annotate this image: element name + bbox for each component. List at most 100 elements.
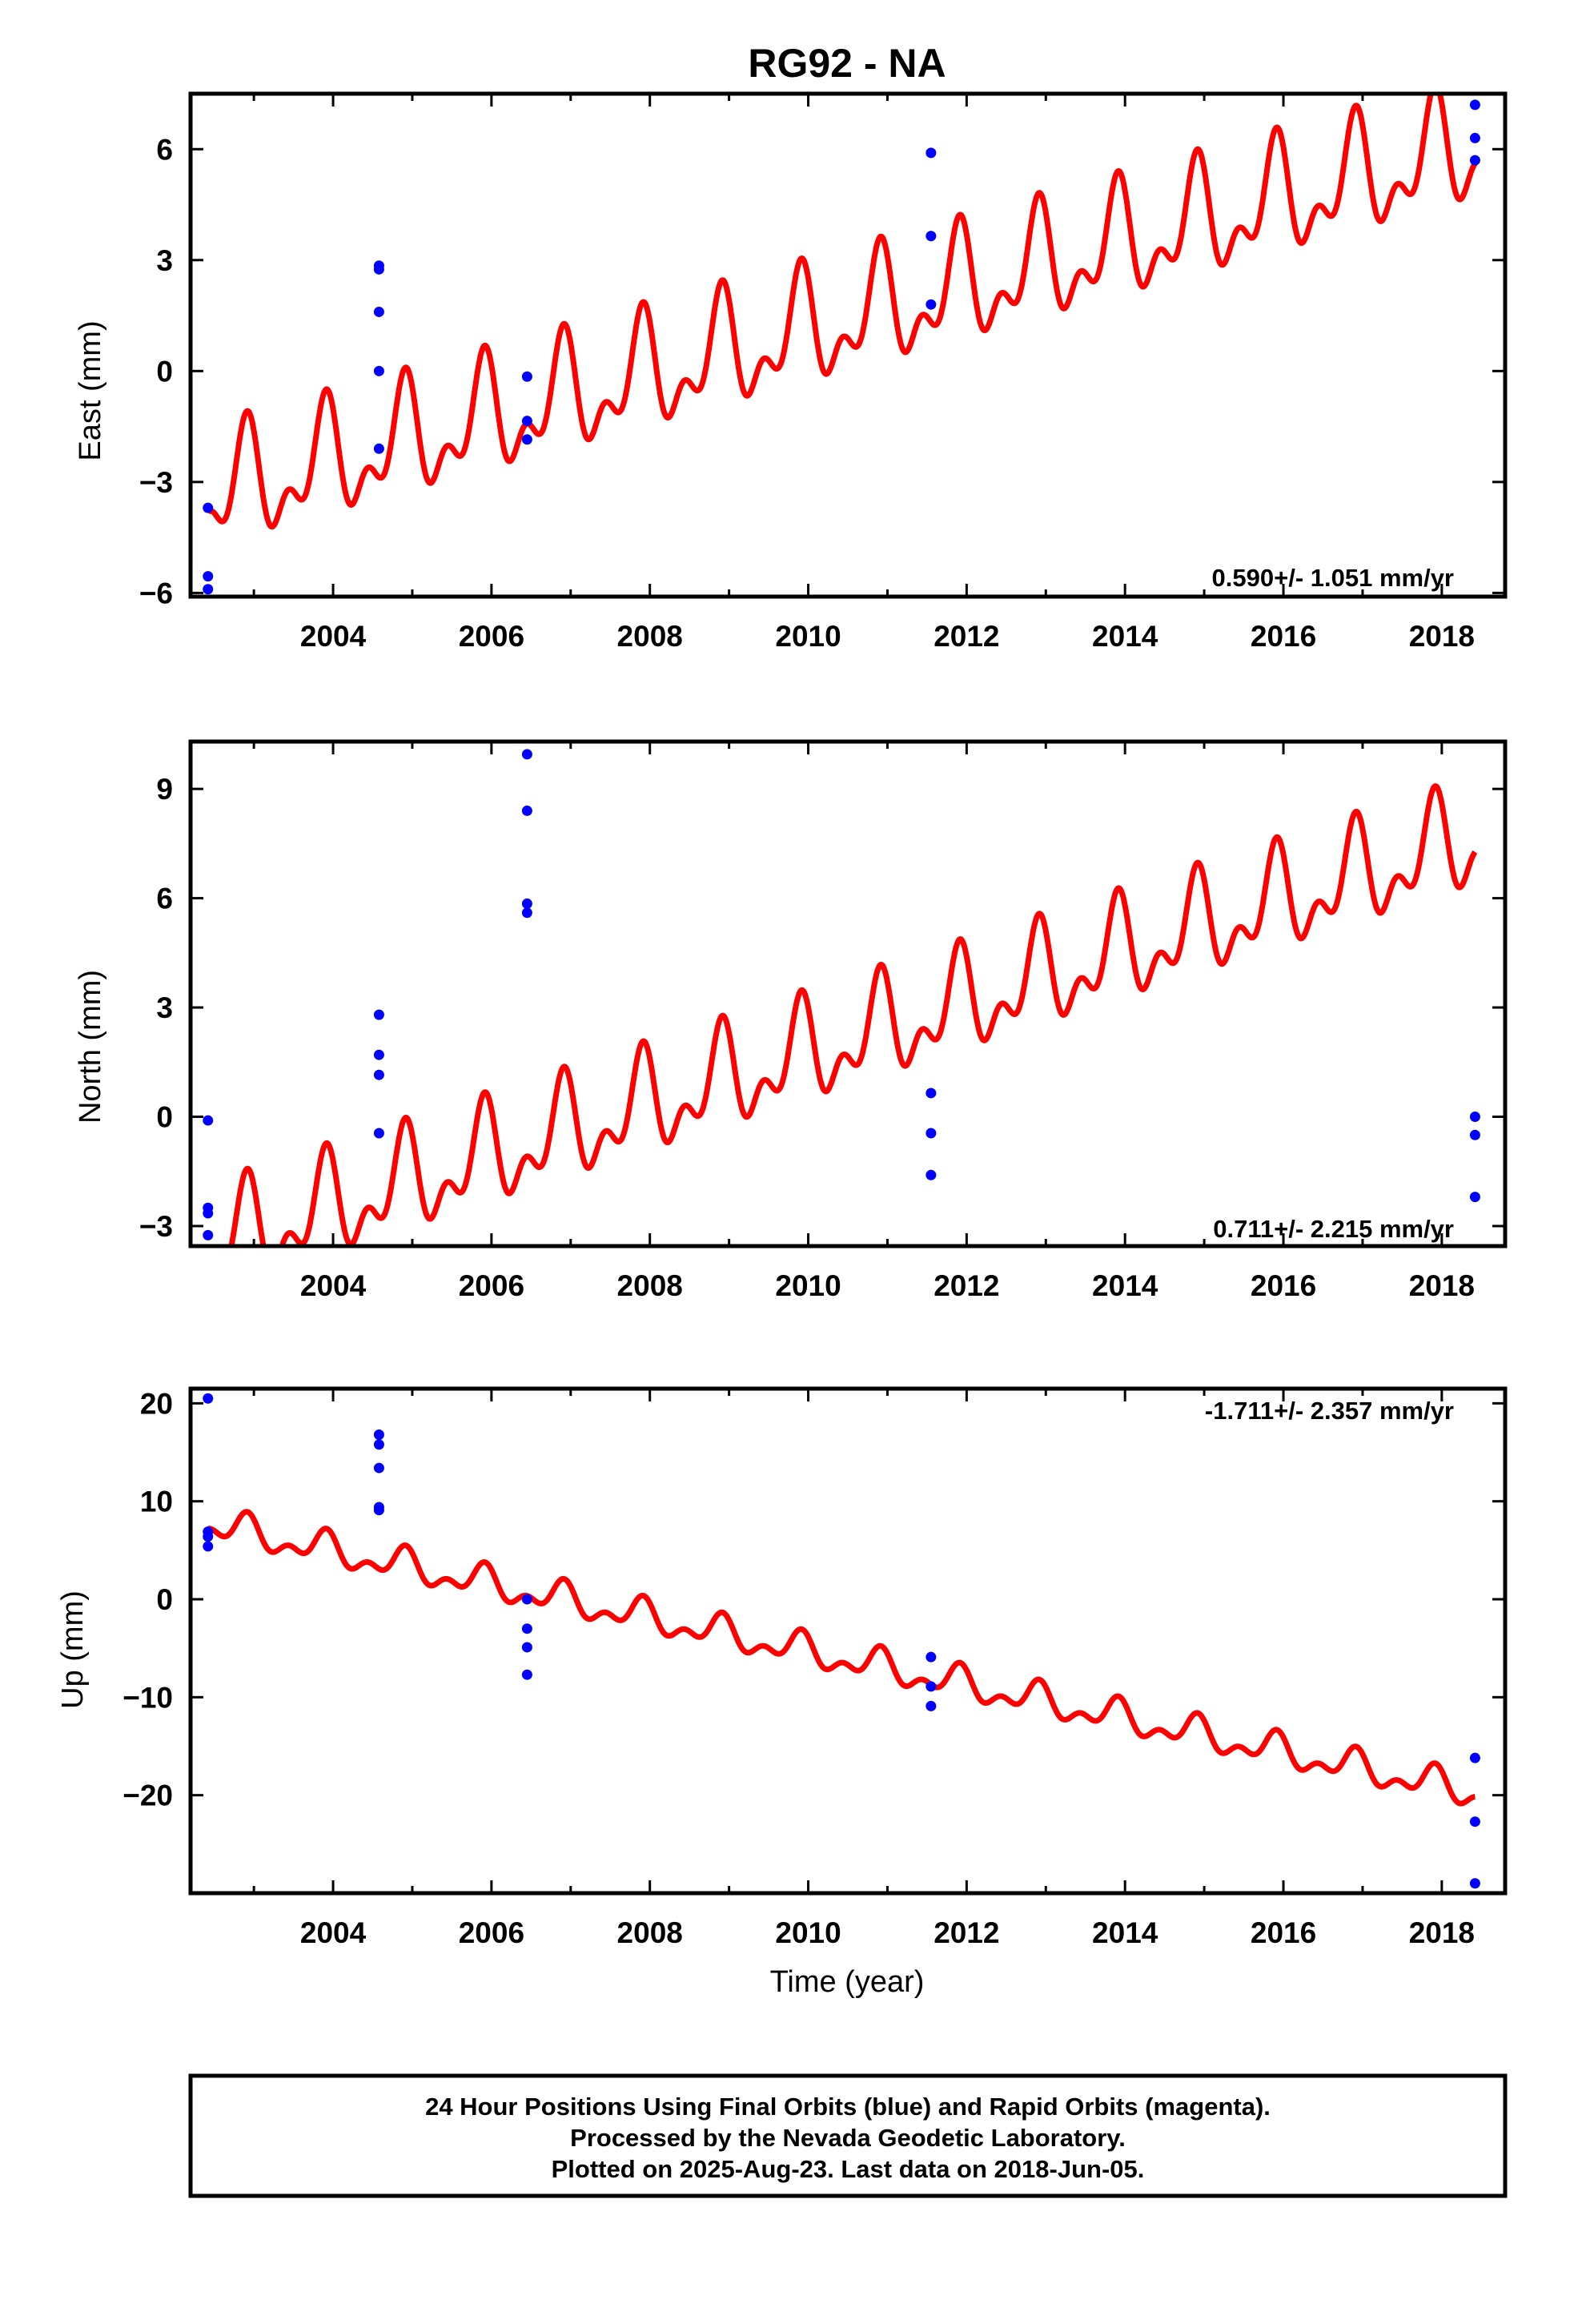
east-data-point <box>926 299 937 310</box>
up-y-axis-label: Up (mm) <box>56 1590 90 1709</box>
north-data-point <box>926 1169 937 1180</box>
up-x-tick-label: 2014 <box>1092 1916 1158 1949</box>
north-x-tick-label: 2006 <box>459 1269 524 1302</box>
north-x-tick-label: 2004 <box>300 1269 367 1302</box>
north-data-point <box>203 1229 214 1240</box>
up-data-point <box>373 1505 384 1516</box>
up-model-line <box>206 1509 1477 1807</box>
north-y-tick-label: −3 <box>139 1210 173 1243</box>
north-data-point <box>926 1128 937 1139</box>
east-data-point <box>373 263 384 275</box>
footer-box: 24 Hour Positions Using Final Orbits (bl… <box>188 2073 1508 2198</box>
east-x-tick-label: 2018 <box>1409 620 1475 653</box>
up-data-point <box>1469 1816 1480 1827</box>
chart-title: RG92 - NA <box>748 41 946 86</box>
footer-frame <box>188 2073 1508 2198</box>
up-data-point <box>373 1429 384 1440</box>
east-y-axis-label: East (mm) <box>74 320 107 460</box>
east-data-point <box>521 416 532 427</box>
north-x-tick-label: 2010 <box>775 1269 841 1302</box>
north-x-tick-label: 2012 <box>934 1269 999 1302</box>
up-data-point <box>373 1462 384 1474</box>
north-plot-area: 2004 2006 2008 2010 2012 2014 2016 2018 −3 0 3 6 9 <box>139 739 1508 1302</box>
x-axis-label: Time (year) <box>770 1965 925 1999</box>
north-rate-label: 0.711+/- 2.215 mm/yr <box>1213 1215 1454 1243</box>
north-y-tick-label: 6 <box>156 883 173 915</box>
up-data-point <box>373 1439 384 1450</box>
east-panel: 2004 2006 2008 2010 2012 2014 2016 2018−6−3036 … <box>74 91 1508 653</box>
up-data-point <box>926 1651 937 1663</box>
up-data-point <box>521 1669 532 1680</box>
north-data-point <box>1469 1112 1480 1123</box>
up-x-tick-label: 2012 <box>934 1916 999 1949</box>
east-data-point <box>373 306 384 317</box>
north-x-tick-label: 2008 <box>617 1269 683 1302</box>
up-x-tick-label: 2008 <box>617 1916 683 1949</box>
footer-line-2: Processed by the Nevada Geodetic Laborat… <box>570 2124 1126 2152</box>
north-data-point <box>203 1208 214 1219</box>
north-data-point <box>521 749 532 760</box>
east-model-line <box>206 94 1478 530</box>
up-x-tick-label: 2006 <box>459 1916 524 1949</box>
east-y-tick-label: 6 <box>156 133 173 166</box>
east-x-tick-label: 2010 <box>775 620 841 653</box>
east-x-tick-label: 2014 <box>1092 620 1158 653</box>
up-x-tick-label: 2010 <box>775 1916 841 1949</box>
north-y-tick-label: 0 <box>156 1101 173 1134</box>
up-data-point <box>1469 1752 1480 1763</box>
north-data-point <box>1469 1192 1480 1203</box>
north-y-tick-label: 3 <box>156 991 173 1024</box>
east-rate-label: 0.590+/- 1.051 mm/yr <box>1212 564 1454 592</box>
up-data-point <box>203 1393 214 1404</box>
footer-line-1: 24 Hour Positions Using Final Orbits (bl… <box>425 2093 1271 2121</box>
north-panel: 2004 2006 2008 2010 2012 2014 2016 2018 −3 0 3 6 9 0… <box>74 739 1508 1302</box>
north-data-point <box>373 1069 384 1080</box>
north-data-point <box>373 1128 384 1139</box>
up-x-tick-label: 2016 <box>1251 1916 1316 1949</box>
up-y-tick-label: 20 <box>140 1387 173 1420</box>
north-data-point <box>1469 1129 1480 1140</box>
up-y-tick-label: −20 <box>122 1779 173 1812</box>
north-data-point <box>521 907 532 919</box>
up-data-point <box>203 1531 214 1542</box>
east-x-tick-label: 2012 <box>934 620 999 653</box>
east-data-point <box>203 571 214 582</box>
east-data-point <box>1469 155 1480 166</box>
up-frame <box>188 1386 1508 1896</box>
east-data-point <box>203 502 214 513</box>
up-data-point <box>926 1700 937 1711</box>
north-data-point <box>521 805 532 816</box>
north-data-point <box>373 1009 384 1020</box>
east-x-tick-label: 2006 <box>459 620 524 653</box>
north-x-tick-label: 2018 <box>1409 1269 1475 1302</box>
up-data-point <box>926 1681 937 1692</box>
east-y-tick-label: −3 <box>139 466 173 499</box>
north-x-tick-label: 2016 <box>1251 1269 1316 1302</box>
east-data-point <box>521 371 532 382</box>
north-model-line <box>228 783 1478 1246</box>
up-plot-area: 2004 2006 2008 2010 2012 2014 2016 2018 −20 −10 0 1… <box>122 1386 1508 1949</box>
east-data-point <box>926 231 937 242</box>
up-y-tick-label: −10 <box>122 1681 173 1714</box>
up-panel: 2004 2006 2008 2010 2012 2014 2016 2018 −20 −10 0 1… <box>56 1386 1508 1999</box>
east-y-tick-label: −6 <box>139 577 173 609</box>
up-data-point <box>203 1541 214 1552</box>
east-x-tick-label: 2008 <box>617 620 683 653</box>
east-data-point <box>1469 132 1480 143</box>
east-plot-area: 2004 2006 2008 2010 2012 2014 2016 2018 −6 −3 0 3 6 <box>139 91 1508 653</box>
north-data-point <box>203 1115 214 1126</box>
east-data-point <box>373 365 384 376</box>
east-data-point <box>203 584 214 595</box>
east-data-point <box>521 434 532 445</box>
up-data-point <box>1469 1878 1480 1889</box>
north-frame <box>188 739 1508 1248</box>
up-data-point <box>521 1594 532 1605</box>
up-data-point <box>521 1642 532 1653</box>
east-x-tick-label: 2004 <box>300 620 367 653</box>
up-y-tick-label: 0 <box>156 1583 173 1616</box>
east-y-tick-label: 0 <box>156 355 173 388</box>
east-data-point <box>926 147 937 159</box>
east-data-point <box>373 443 384 454</box>
footer-line-3: Plotted on 2025-Aug-23. Last data on 201… <box>552 2155 1145 2183</box>
